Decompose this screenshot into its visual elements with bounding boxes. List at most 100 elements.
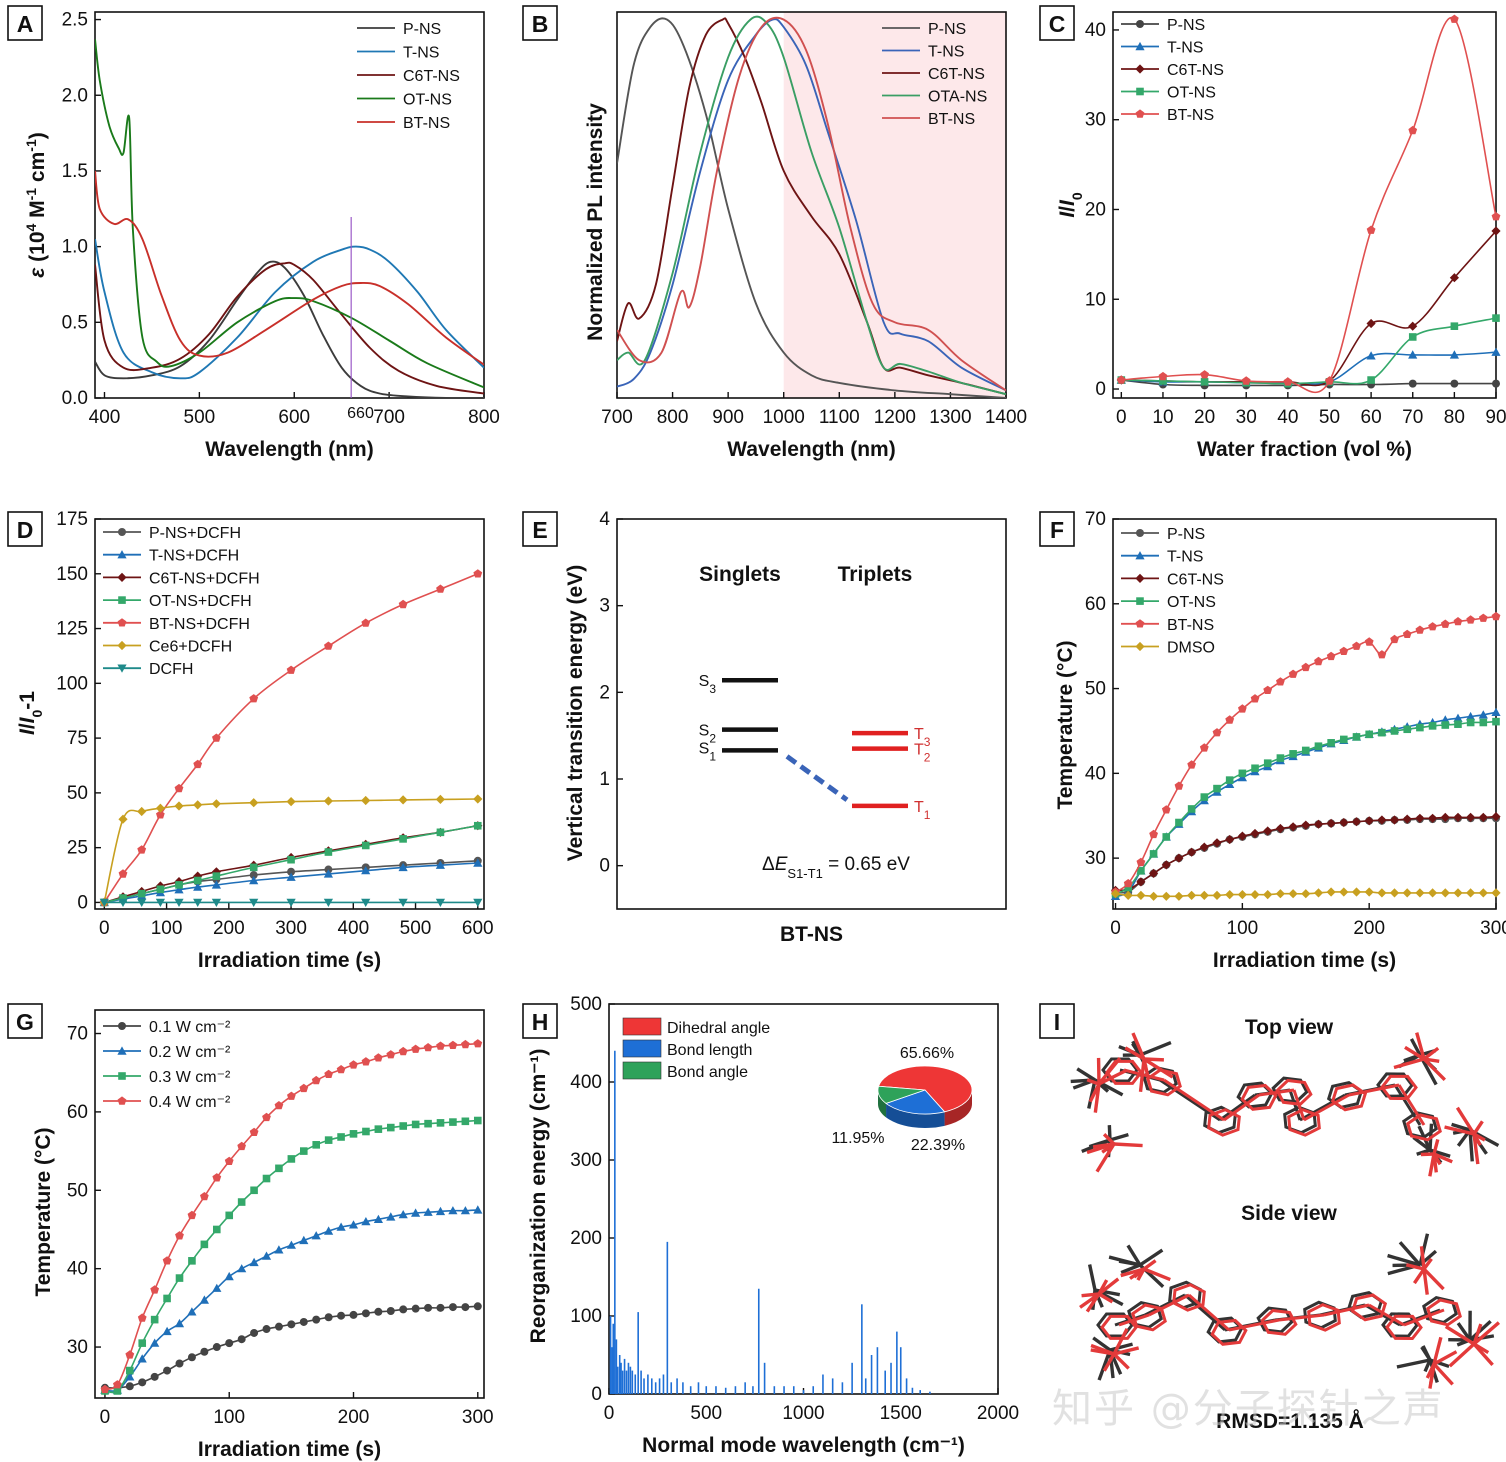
pie-label: 22.39% <box>911 1137 965 1154</box>
data-point <box>137 1354 147 1363</box>
x-tick-label: 0 <box>1110 918 1121 939</box>
data-point <box>399 1122 408 1130</box>
molecule-bond <box>1076 1067 1096 1082</box>
data-point <box>1161 860 1171 870</box>
data-point <box>398 898 408 907</box>
data-point <box>1250 890 1260 900</box>
energy-gap-label: ΔES1-T1 = 0.65 eV <box>762 854 910 881</box>
top-view-label: Top view <box>1245 1016 1334 1039</box>
data-point <box>193 759 203 769</box>
data-point <box>262 1325 271 1334</box>
molecule-bond <box>1088 1138 1111 1149</box>
legend-entry: DMSO <box>1167 640 1215 657</box>
data-point <box>398 1210 408 1219</box>
x-tick-label: 70 <box>1402 407 1423 428</box>
data-point <box>1288 669 1298 678</box>
data-point <box>224 1156 234 1165</box>
y-tick-label: 40 <box>1085 763 1106 784</box>
legend-marker <box>1135 41 1145 51</box>
legend-marker <box>1135 641 1145 652</box>
data-point <box>411 1304 420 1313</box>
data-point <box>193 882 203 891</box>
data-point <box>1158 371 1168 381</box>
legend-swatch <box>622 1039 662 1058</box>
x-tick-label: 800 <box>657 407 689 428</box>
y-tick-label: 0 <box>1095 379 1106 400</box>
data-point <box>473 1116 482 1125</box>
x-tick-label: 2000 <box>977 1403 1019 1424</box>
pie-side-Dihedral angle <box>944 1090 972 1126</box>
molecule-bond <box>1143 1267 1171 1282</box>
legend-entry: P-NS <box>1167 17 1205 34</box>
x-tick-label: 600 <box>278 407 310 428</box>
data-point <box>1466 711 1476 721</box>
molecule-bond <box>1124 1046 1145 1061</box>
data-point <box>1136 890 1146 900</box>
data-point <box>1449 350 1459 359</box>
y-tick-label: 2.0 <box>62 85 88 106</box>
molecule-bond <box>1428 1363 1436 1389</box>
molecule-bond <box>1188 1293 1230 1332</box>
legend-marker <box>1135 64 1145 74</box>
series-line-C6T-NS <box>1121 230 1496 387</box>
molecule-bond <box>1387 1253 1421 1267</box>
data-point <box>174 801 184 811</box>
molecule-bond <box>1278 1313 1325 1322</box>
molecule-bond <box>1109 1133 1129 1142</box>
y-tick-label: 10 <box>1085 289 1106 310</box>
x-tick-label: 1000 <box>763 407 805 428</box>
data-point <box>1251 764 1259 773</box>
data-point <box>1466 888 1476 898</box>
data-point <box>435 860 445 869</box>
data-point <box>436 1041 445 1050</box>
data-point <box>1136 877 1146 887</box>
data-point <box>323 869 333 878</box>
y-tick-label: 100 <box>570 1306 602 1327</box>
molecule-bond <box>1397 1084 1426 1126</box>
molecule-bond <box>1432 1139 1440 1155</box>
data-point <box>1161 805 1171 814</box>
y-tick-label: 0.0 <box>62 388 88 409</box>
legend-entry: 0.1 W cm⁻² <box>149 1019 231 1036</box>
data-point <box>1187 805 1196 813</box>
data-point <box>211 799 221 809</box>
data-point <box>249 694 259 703</box>
data-point <box>1491 347 1501 356</box>
legend-entry: BT-NS <box>403 115 450 132</box>
legend-marker <box>1136 529 1144 537</box>
data-point <box>1149 868 1159 878</box>
molecule-bond <box>1113 1346 1140 1356</box>
x-tick-label: 40 <box>1277 407 1298 428</box>
data-point <box>1478 710 1488 719</box>
isc-arrow <box>785 754 849 802</box>
molecule-bond <box>1118 1313 1150 1327</box>
legend-entry: BT-NS <box>1167 617 1214 634</box>
data-point <box>174 783 184 793</box>
x-tick-label: 400 <box>89 407 121 428</box>
x-axis-label: BT-NS <box>780 923 843 946</box>
data-point <box>299 1317 308 1326</box>
chart-C: 0 10 20 30 40 50 60 70 80 90 0 10 20 30 40 Water fracti… <box>1056 11 1506 461</box>
data-point <box>1288 889 1298 899</box>
plot-frame <box>616 518 1007 910</box>
molecule-bond <box>1292 1089 1306 1121</box>
data-point <box>1339 646 1349 655</box>
molecule-bond <box>1472 1321 1501 1346</box>
molecule-ring <box>1406 1113 1442 1142</box>
legend-entry: T-NS <box>403 45 439 62</box>
data-point <box>118 898 128 907</box>
pie-side-Bond length <box>886 1103 945 1128</box>
data-point <box>1187 890 1197 900</box>
data-point <box>1408 333 1417 341</box>
data-point <box>1366 318 1376 329</box>
data-point <box>274 1322 283 1331</box>
data-point <box>162 1326 172 1336</box>
data-point <box>137 898 147 907</box>
molecule-ring <box>1271 1076 1309 1104</box>
molecule-ring <box>1330 1083 1368 1112</box>
molecule-bond <box>1456 1322 1472 1341</box>
x-axis-label: Water fraction (vol %) <box>1197 438 1412 461</box>
legend-entry: OT-NS <box>1167 594 1216 611</box>
plot-frame <box>94 1009 485 1399</box>
molecule-bond <box>1138 1058 1146 1093</box>
